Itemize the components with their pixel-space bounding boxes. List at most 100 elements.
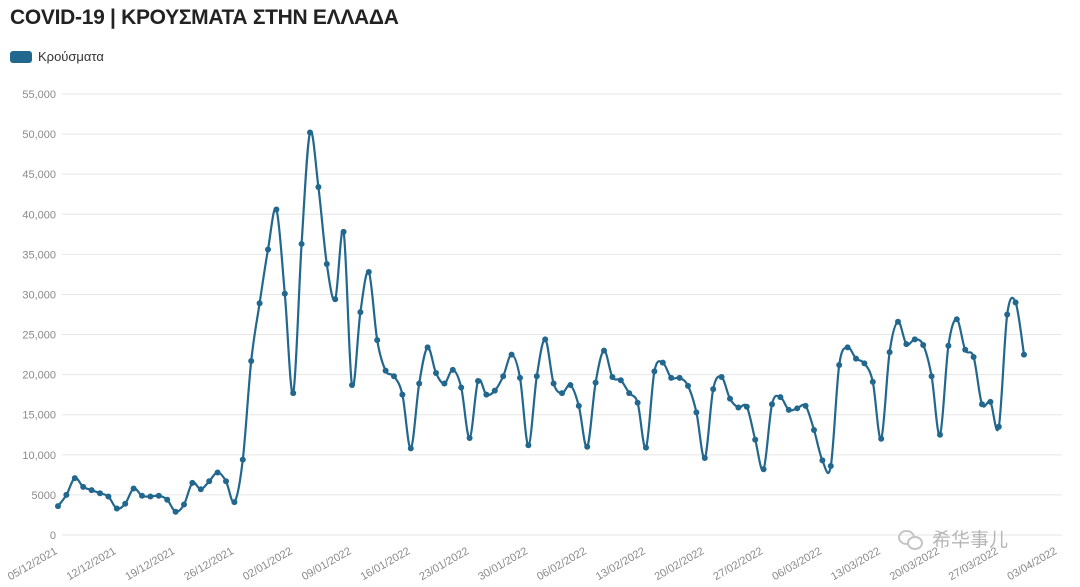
data-point	[147, 493, 154, 500]
data-point	[937, 431, 943, 438]
data-point	[189, 479, 196, 486]
x-tick-label: 13/03/2022	[829, 545, 883, 583]
data-point	[760, 466, 767, 473]
x-tick-label: 23/01/2022	[417, 545, 471, 583]
data-point	[130, 485, 137, 492]
data-point	[651, 368, 658, 375]
data-point	[794, 405, 801, 412]
data-point	[844, 344, 851, 351]
data-point	[214, 469, 221, 476]
data-point	[525, 442, 532, 449]
gridlines	[62, 93, 1062, 536]
data-point	[248, 358, 255, 365]
data-point	[517, 374, 523, 381]
wechat-logo-icon	[898, 528, 924, 550]
data-point	[533, 373, 540, 380]
x-tick-label: 13/02/2022	[594, 545, 648, 583]
data-point	[903, 341, 910, 348]
data-point	[559, 390, 565, 397]
y-tick-label: 50,000	[22, 129, 56, 141]
data-point	[172, 508, 179, 515]
x-tick-label: 12/12/2021	[65, 545, 119, 583]
data-point	[853, 355, 859, 362]
data-point	[659, 359, 666, 366]
data-point	[626, 390, 633, 397]
data-point	[349, 382, 355, 389]
data-point	[861, 360, 868, 367]
data-point	[643, 444, 649, 451]
watermark-text: 希华事儿	[932, 529, 1009, 551]
data-point	[315, 184, 322, 191]
data-point	[693, 409, 700, 416]
data-point	[735, 404, 742, 411]
legend[interactable]: Κρούσματα	[10, 49, 104, 64]
data-point	[466, 434, 473, 441]
data-point	[71, 475, 78, 482]
data-point	[609, 374, 616, 381]
data-point	[1004, 311, 1011, 318]
data-point	[962, 346, 969, 353]
data-point	[265, 246, 271, 253]
data-point	[508, 351, 515, 358]
x-tick-label: 26/12/2021	[182, 545, 236, 583]
data-point	[155, 492, 162, 499]
data-point	[542, 336, 549, 343]
y-tick-label: 20,000	[22, 370, 56, 382]
data-point	[391, 373, 397, 380]
data-point	[701, 455, 708, 462]
x-tick-label: 05/12/2021	[6, 545, 60, 583]
data-point	[80, 483, 87, 490]
x-tick-label: 09/01/2022	[300, 545, 354, 583]
x-tick-label: 02/01/2022	[241, 545, 295, 583]
data-point	[105, 493, 112, 500]
data-point	[836, 362, 843, 369]
y-tick-label: 30,000	[22, 289, 56, 301]
data-point	[785, 406, 792, 413]
data-point	[332, 296, 339, 303]
y-tick-label: 25,000	[22, 330, 56, 342]
watermark: 希华事儿	[898, 525, 1008, 552]
data-point	[886, 349, 893, 356]
data-point	[584, 443, 591, 450]
data-point	[592, 379, 599, 386]
data-point	[769, 401, 775, 408]
x-tick-label: 06/03/2022	[770, 545, 824, 583]
data-point	[617, 377, 624, 384]
data-point	[895, 318, 901, 325]
y-tick-label: 0	[50, 530, 56, 542]
data-point	[97, 490, 103, 497]
data-point	[239, 456, 246, 463]
data-point	[206, 478, 213, 485]
x-tick-label: 19/12/2021	[123, 545, 177, 583]
series-group	[55, 129, 1027, 515]
data-point	[869, 378, 876, 385]
y-tick-label: 55,000	[22, 89, 56, 101]
data-point	[55, 503, 61, 510]
data-point	[676, 374, 683, 381]
chart-title: COVID-19 | ΚΡΟΥΣΜΑΤΑ ΣΤΗΝ ΕΛΛΑΔΑ	[10, 6, 399, 29]
data-point	[281, 290, 288, 297]
data-point	[995, 423, 1002, 430]
data-point	[819, 457, 826, 464]
x-tick-label: 03/04/2022	[1005, 545, 1059, 583]
y-tick-label: 5000	[32, 490, 56, 502]
y-tick-label: 45,000	[22, 169, 56, 181]
data-point	[449, 366, 456, 373]
y-tick-label: 10,000	[22, 450, 56, 462]
data-point	[987, 398, 994, 405]
data-point	[441, 380, 448, 387]
data-point	[777, 394, 784, 401]
data-point	[802, 402, 809, 409]
data-point	[718, 374, 725, 381]
data-point	[197, 486, 204, 493]
data-point	[223, 478, 229, 485]
data-point	[727, 395, 733, 402]
data-point	[164, 496, 171, 503]
data-point	[668, 374, 675, 381]
data-point	[307, 129, 313, 136]
data-point	[970, 353, 977, 360]
data-point	[382, 367, 389, 374]
data-point	[122, 500, 129, 507]
x-tick-label: 27/02/2022	[711, 545, 765, 583]
